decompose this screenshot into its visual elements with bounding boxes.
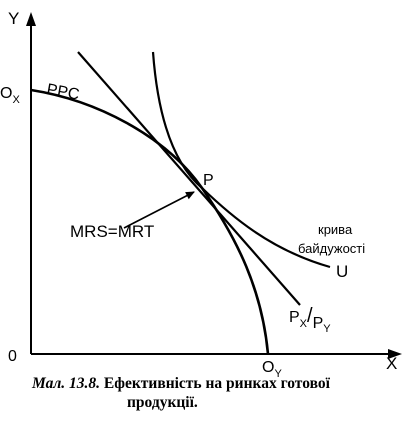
indifference-curve [151,51,331,269]
indifference-curve-label: U [336,262,348,281]
mrs-mrt-label: MRS=MRT [70,222,154,241]
x-axis-arrow [388,349,402,359]
price-line-label: PX/PY [289,305,331,335]
figure-number: Мал. 13.8. [32,375,101,392]
caption-title-2: продукції. [127,394,198,411]
price-line [77,51,301,306]
mrs-mrt-arrow [123,191,195,229]
y-axis-label: Y [8,9,19,28]
ox-label: OX [0,85,20,106]
x-axis-label: X [386,354,397,373]
indifference-note-line2: байдужості [298,241,365,256]
point-p-label: P [203,172,214,189]
caption-line-1: Мал. 13.8. Ефективність на ринках готово… [32,374,330,393]
indifference-note-line1: крива [318,222,353,237]
ppc-label: PPC [45,81,80,103]
caption-line-2: продукції. [127,393,198,412]
oy-label: OY [262,359,282,380]
origin-label: 0 [8,348,17,365]
caption-title-1: Ефективність на ринках готової [103,375,330,392]
y-axis-arrow [26,12,36,26]
